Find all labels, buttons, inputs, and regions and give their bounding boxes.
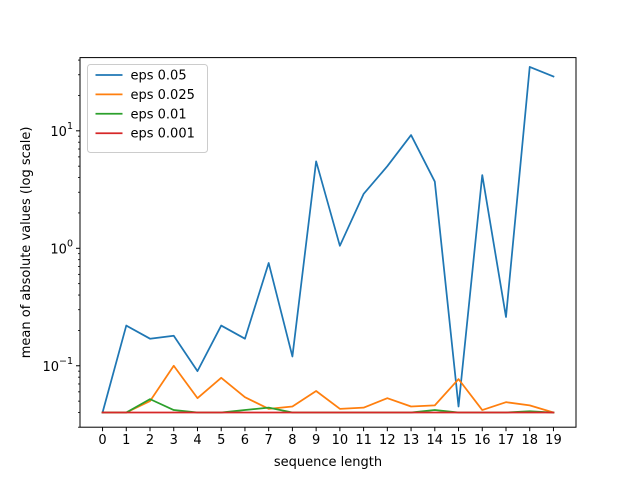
y-tick-label: 101 (50, 121, 73, 140)
x-tick-label: 11 (355, 433, 372, 448)
plot-frame (79, 57, 577, 428)
x-tick-label: 0 (98, 433, 106, 448)
x-tick-label: 9 (312, 433, 320, 448)
x-tick-label: 12 (379, 433, 396, 448)
series-line-1 (101, 364, 555, 414)
x-tick-label: 18 (521, 433, 538, 448)
y-axis-ticks: 10−1 100 101 (42, 59, 80, 428)
legend-label-0: eps 0.05 (131, 69, 187, 84)
x-tick-label: 17 (498, 433, 515, 448)
x-tick-label: 16 (474, 433, 491, 448)
y-tick-label: 100 (50, 238, 73, 257)
x-tick-label: 1 (122, 433, 130, 448)
x-tick-label: 14 (427, 433, 444, 448)
x-tick-label: 4 (193, 433, 201, 448)
x-tick-label: 6 (241, 433, 249, 448)
legend: eps 0.05 eps 0.025 eps 0.01 eps 0.001 (87, 64, 208, 153)
legend-label-2: eps 0.01 (131, 107, 187, 122)
series-line-0 (101, 66, 555, 414)
plot-lines (101, 66, 555, 414)
x-axis-ticks: 0 1 2 3 4 5 6 7 8 9 10 11 12 13 14 15 16 17 18 19 (98, 427, 562, 448)
x-tick-label: 15 (450, 433, 467, 448)
x-tick-label: 10 (332, 433, 349, 448)
x-tick-label: 13 (403, 433, 420, 448)
x-tick-label: 7 (265, 433, 273, 448)
y-axis-label: mean of absolute values (log scale) (19, 127, 34, 359)
x-tick-label: 19 (545, 433, 562, 448)
x-tick-label: 5 (217, 433, 225, 448)
x-tick-label: 2 (146, 433, 154, 448)
y-tick-label: 10−1 (42, 356, 73, 375)
x-axis-label: sequence length (274, 455, 382, 470)
legend-label-1: eps 0.025 (131, 88, 195, 103)
x-tick-label: 8 (288, 433, 296, 448)
legend-box (87, 64, 208, 153)
legend-label-3: eps 0.001 (131, 127, 195, 142)
x-tick-label: 3 (170, 433, 178, 448)
